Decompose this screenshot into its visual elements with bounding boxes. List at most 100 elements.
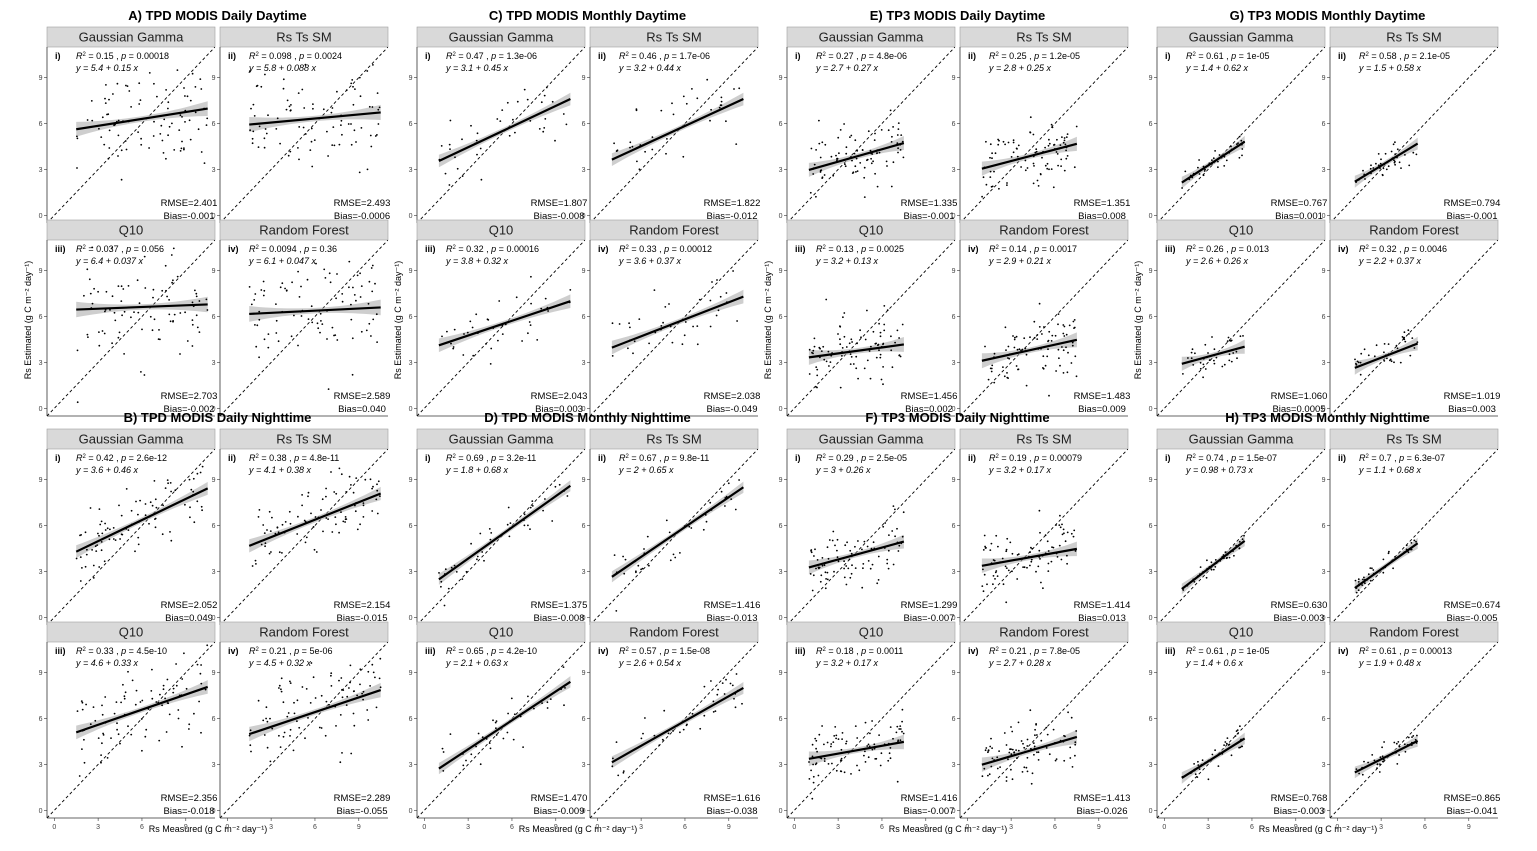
data-point bbox=[502, 737, 505, 740]
data-point bbox=[1371, 754, 1374, 756]
data-point bbox=[85, 553, 88, 556]
data-point bbox=[983, 534, 986, 537]
data-point bbox=[1367, 761, 1369, 764]
panel-label: ii) bbox=[598, 51, 606, 61]
p-equals: = bbox=[126, 51, 136, 61]
data-point bbox=[900, 134, 903, 137]
data-point bbox=[354, 88, 356, 90]
data-point bbox=[325, 495, 327, 498]
panel-label: i) bbox=[55, 453, 61, 463]
data-point bbox=[438, 572, 440, 574]
data-point bbox=[178, 129, 181, 132]
data-point bbox=[284, 521, 287, 523]
data-point bbox=[262, 524, 265, 526]
data-point bbox=[1062, 372, 1065, 374]
data-point bbox=[880, 129, 883, 131]
data-point bbox=[289, 682, 292, 684]
data-point bbox=[879, 335, 882, 338]
r2-equals: = bbox=[259, 453, 269, 463]
data-point bbox=[1393, 161, 1396, 164]
data-point bbox=[174, 489, 177, 492]
rmse-label: RMSE=2.043 bbox=[531, 391, 588, 402]
data-point bbox=[289, 522, 292, 525]
p-symbol: p bbox=[663, 244, 669, 254]
r2-value: 0.33 bbox=[96, 646, 114, 656]
data-point bbox=[254, 324, 256, 326]
data-point bbox=[653, 734, 656, 737]
r2-superscript: 2 bbox=[83, 454, 87, 460]
p-symbol: p bbox=[1033, 453, 1039, 463]
data-point bbox=[826, 578, 829, 581]
data-point bbox=[866, 359, 869, 362]
data-point bbox=[127, 725, 129, 728]
data-point bbox=[1400, 167, 1402, 170]
rmse-label: RMSE=1.019 bbox=[1444, 391, 1501, 402]
data-point bbox=[258, 125, 261, 128]
data-point bbox=[1369, 567, 1372, 569]
y-tick-label: 3 bbox=[952, 762, 956, 769]
data-point bbox=[189, 516, 191, 519]
data-point bbox=[669, 559, 672, 562]
y-tick-label: 3 bbox=[212, 360, 216, 367]
data-point bbox=[1194, 773, 1197, 776]
data-point bbox=[1021, 771, 1024, 773]
data-point bbox=[293, 701, 295, 704]
data-point bbox=[1396, 148, 1399, 151]
data-point bbox=[810, 550, 812, 552]
data-point bbox=[124, 140, 127, 142]
plot-area bbox=[220, 47, 388, 223]
p-equals: = bbox=[1409, 646, 1419, 656]
p-equals: = bbox=[669, 244, 679, 254]
data-point bbox=[280, 690, 283, 693]
data-point bbox=[104, 97, 106, 100]
data-point bbox=[462, 354, 465, 356]
one-to-one-line bbox=[787, 47, 955, 223]
data-point bbox=[890, 141, 893, 143]
data-point bbox=[311, 321, 314, 324]
panel-label: ii) bbox=[1338, 51, 1346, 61]
data-point bbox=[1393, 361, 1395, 364]
panel-strip-label: Random Forest bbox=[259, 625, 349, 640]
data-point bbox=[1354, 579, 1357, 582]
data-point bbox=[997, 545, 999, 548]
data-point bbox=[815, 739, 818, 742]
data-point bbox=[339, 714, 342, 716]
bias-label: Bias=-0.001 bbox=[904, 211, 955, 222]
data-point bbox=[76, 137, 79, 140]
data-point bbox=[870, 162, 873, 165]
data-point bbox=[840, 748, 843, 751]
panel-label: iii) bbox=[795, 244, 806, 254]
r2-equals: = bbox=[999, 244, 1009, 254]
data-point bbox=[1357, 581, 1360, 583]
data-point bbox=[1383, 343, 1386, 345]
data-point bbox=[819, 347, 821, 350]
data-point bbox=[275, 332, 278, 334]
data-point bbox=[117, 134, 120, 137]
data-point bbox=[1062, 324, 1065, 326]
data-point bbox=[199, 78, 202, 80]
data-point bbox=[513, 713, 516, 716]
data-point bbox=[188, 723, 191, 726]
regression-line bbox=[1181, 345, 1245, 365]
data-point bbox=[543, 94, 546, 97]
data-point bbox=[336, 273, 338, 275]
data-point bbox=[1022, 566, 1024, 568]
data-point bbox=[1048, 138, 1050, 141]
chart-title: B) TPD MODIS Daily Nighttime bbox=[124, 410, 312, 425]
r2-value: 0.61 bbox=[1206, 646, 1224, 656]
r2-symbol: R bbox=[816, 646, 823, 656]
data-point bbox=[1363, 760, 1365, 763]
data-point bbox=[841, 355, 843, 357]
data-point bbox=[983, 573, 986, 576]
data-point bbox=[892, 126, 894, 128]
data-point bbox=[554, 139, 556, 142]
x-tick-label: 3 bbox=[96, 824, 100, 831]
p-symbol: p bbox=[293, 453, 299, 463]
y-tick-label: 6 bbox=[779, 716, 783, 723]
panel-strip-label: Random Forest bbox=[629, 223, 719, 238]
data-point bbox=[195, 295, 198, 298]
r2-symbol: R bbox=[816, 51, 823, 61]
data-point bbox=[281, 282, 284, 285]
